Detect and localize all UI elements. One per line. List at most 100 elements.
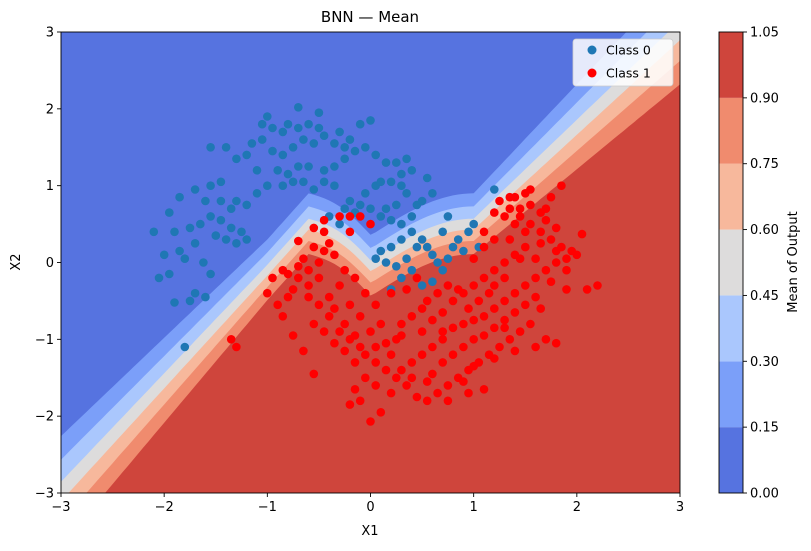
point-class-1 <box>386 350 396 360</box>
point-class-0 <box>381 204 391 213</box>
point-class-0 <box>361 143 370 152</box>
point-class-1 <box>505 192 515 202</box>
point-class-1 <box>536 239 545 248</box>
point-class-1 <box>294 273 303 283</box>
x-axis-label: X1 <box>361 524 378 539</box>
point-class-1 <box>335 281 344 290</box>
colorbar-band <box>719 32 743 98</box>
point-class-1 <box>551 223 561 233</box>
point-class-1 <box>541 265 551 275</box>
contour-level-0 <box>61 32 680 437</box>
point-class-1 <box>361 288 370 298</box>
point-class-1 <box>479 312 489 321</box>
point-class-0 <box>319 131 329 140</box>
point-class-0 <box>263 181 272 190</box>
point-class-1 <box>355 212 365 221</box>
colorbar-band <box>719 97 743 164</box>
point-class-1 <box>438 308 448 317</box>
point-class-1 <box>593 281 602 290</box>
point-class-0 <box>242 200 251 210</box>
point-class-0 <box>268 123 277 133</box>
point-class-0 <box>252 166 262 175</box>
point-class-0 <box>165 269 174 279</box>
point-class-0 <box>397 219 406 229</box>
point-class-1 <box>551 258 561 267</box>
point-class-0 <box>428 189 437 198</box>
point-class-1 <box>366 219 375 229</box>
point-class-1 <box>304 281 313 290</box>
point-class-1 <box>531 254 540 263</box>
point-class-1 <box>490 281 499 290</box>
point-class-1 <box>490 265 499 275</box>
point-class-1 <box>309 369 319 379</box>
point-class-0 <box>232 196 241 206</box>
point-class-1 <box>469 335 479 344</box>
point-class-1 <box>479 331 489 340</box>
x-tick-label: 0 <box>366 500 374 515</box>
point-class-0 <box>335 219 344 229</box>
point-class-0 <box>273 166 283 175</box>
point-class-0 <box>309 185 319 194</box>
point-class-0 <box>180 254 190 263</box>
point-class-1 <box>335 327 344 336</box>
point-class-0 <box>237 227 246 237</box>
y-axis-label: X2 <box>9 253 24 270</box>
point-class-1 <box>397 319 406 329</box>
point-class-1 <box>515 254 525 263</box>
point-class-0 <box>283 169 293 179</box>
point-class-0 <box>190 288 200 298</box>
point-class-0 <box>294 162 303 171</box>
point-class-1 <box>443 381 453 390</box>
chart-title: BNN — Mean <box>321 8 419 26</box>
point-class-0 <box>247 139 257 148</box>
point-class-0 <box>355 119 365 129</box>
point-class-1 <box>412 392 422 402</box>
point-class-0 <box>448 242 458 252</box>
point-class-1 <box>324 239 334 248</box>
point-class-1 <box>510 219 520 229</box>
point-class-0 <box>417 281 427 290</box>
point-class-1 <box>500 258 509 267</box>
point-class-0 <box>319 166 329 175</box>
point-class-0 <box>330 139 339 148</box>
point-class-1 <box>273 300 283 310</box>
point-class-1 <box>515 327 525 336</box>
point-class-1 <box>464 304 473 313</box>
point-class-0 <box>206 143 215 152</box>
point-class-1 <box>330 338 339 348</box>
point-class-0 <box>386 215 396 225</box>
point-class-1 <box>324 292 334 302</box>
point-class-0 <box>165 208 174 217</box>
point-class-1 <box>448 296 458 306</box>
x-axis-ticks: −3 −2 −1 0 1 2 3 <box>51 493 684 515</box>
point-class-0 <box>376 177 386 187</box>
point-class-1 <box>490 304 499 313</box>
point-class-0 <box>407 227 417 237</box>
point-class-1 <box>459 319 468 329</box>
x-tick-label: 3 <box>676 500 684 515</box>
scatter-points <box>149 103 602 426</box>
point-class-1 <box>402 285 411 294</box>
point-class-0 <box>299 135 308 144</box>
point-class-0 <box>278 181 288 190</box>
point-class-0 <box>175 246 184 256</box>
point-class-0 <box>226 223 236 233</box>
point-class-1 <box>397 331 406 340</box>
point-class-0 <box>159 250 169 260</box>
point-class-0 <box>278 127 288 137</box>
point-class-0 <box>397 273 406 283</box>
point-class-1 <box>283 269 293 279</box>
point-class-0 <box>288 177 298 187</box>
point-class-1 <box>567 246 576 256</box>
point-class-0 <box>392 200 401 210</box>
point-class-1 <box>443 396 453 406</box>
point-class-0 <box>319 177 329 187</box>
point-class-1 <box>515 204 525 213</box>
point-class-0 <box>407 265 417 275</box>
point-class-1 <box>510 346 520 356</box>
point-class-0 <box>386 242 396 252</box>
point-class-1 <box>479 242 489 252</box>
point-class-0 <box>422 242 432 252</box>
point-class-1 <box>417 350 427 360</box>
point-class-1 <box>526 219 535 229</box>
